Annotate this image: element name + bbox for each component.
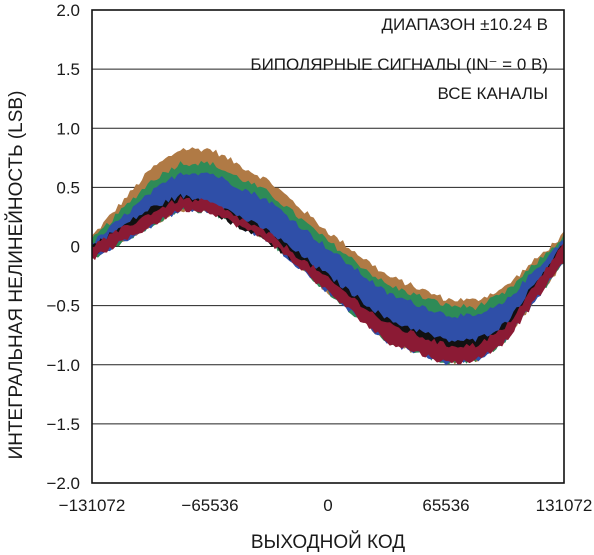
- y-tick-label: 1.0: [56, 119, 80, 138]
- y-tick-labels: 2.0 1.5 1.0 0.5 0 −0.5 −1.0 −1.5 −2.0: [46, 1, 80, 493]
- annotation-range: ДИАПАЗОН ±10.24 В: [382, 15, 548, 34]
- y-tick-label: −2.0: [46, 474, 80, 493]
- x-tick-label: 0: [323, 496, 332, 515]
- y-tick-label: 0.5: [56, 178, 80, 197]
- annotation-bipolar: БИПОЛЯРНЫЕ СИГНАЛЫ (IN⁻ = 0 В): [250, 55, 548, 74]
- y-tick-label: 0: [71, 238, 80, 257]
- y-tick-label: 1.5: [56, 60, 80, 79]
- x-tick-label: 131072: [536, 496, 593, 515]
- y-axis-title: ИНТЕГРАЛЬНАЯ НЕЛИНЕЙНОСТЬ (LSB): [5, 91, 27, 460]
- data-band-4: [91, 195, 565, 365]
- data-bands: [91, 147, 565, 366]
- x-tick-labels: −131072 −65536 0 65536 131072: [59, 496, 593, 515]
- annotation-all-channels: ВСЕ КАНАЛЫ: [437, 84, 548, 103]
- y-tick-label: −1.0: [46, 356, 80, 375]
- y-tick-label: −0.5: [46, 297, 80, 316]
- plot-frame: [91, 9, 565, 484]
- y-tick-label: −1.5: [46, 415, 80, 434]
- y-tick-label: 2.0: [56, 1, 80, 20]
- x-tick-label: −65536: [181, 496, 238, 515]
- x-tick-label: 65536: [422, 496, 469, 515]
- x-tick-label: −131072: [59, 496, 126, 515]
- plot-border: [91, 9, 565, 484]
- x-axis-title: ВЫХОДНОЙ КОД: [251, 531, 405, 553]
